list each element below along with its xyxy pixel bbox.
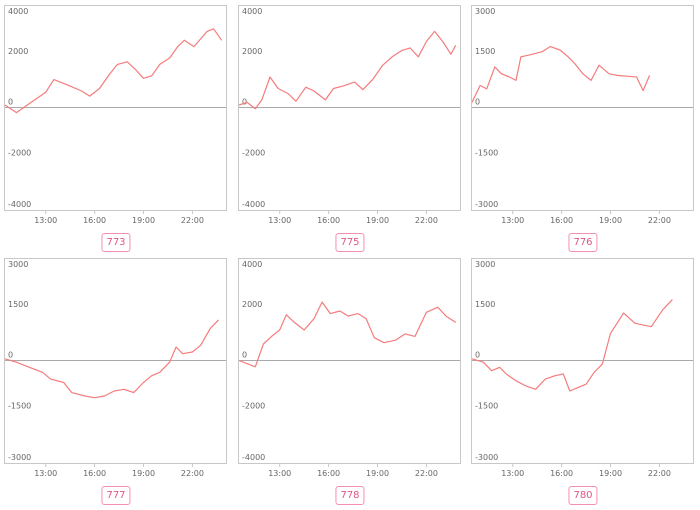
x-tick-label: 19:00 <box>599 469 622 478</box>
x-tick-label: 16:00 <box>550 216 573 225</box>
x-tick-label: 13:00 <box>34 469 57 478</box>
x-tick-label: 19:00 <box>132 216 155 225</box>
chart-id-badge[interactable]: 773 <box>101 233 130 252</box>
x-tick-label: 22:00 <box>181 469 204 478</box>
x-tick-label: 19:00 <box>132 469 155 478</box>
y-tick-label: 3000 <box>8 260 28 269</box>
x-tick-label: 22:00 <box>415 216 438 225</box>
y-tick-label: -3000 <box>475 453 498 462</box>
y-tick-label: 0 <box>8 98 13 107</box>
y-tick-label: 0 <box>8 351 13 360</box>
x-tick-label: 13:00 <box>268 216 291 225</box>
y-tick-label: 0 <box>242 98 247 107</box>
chart-id-badge[interactable]: 775 <box>335 233 364 252</box>
chart-id-badge[interactable]: 780 <box>568 486 597 505</box>
x-tick-label: 22:00 <box>181 216 204 225</box>
y-tick-label: -4000 <box>8 200 31 209</box>
y-tick-label: -3000 <box>8 453 31 462</box>
x-tick-label: 22:00 <box>648 469 671 478</box>
y-tick-label: -3000 <box>475 200 498 209</box>
y-tick-label: 2000 <box>8 47 28 56</box>
y-tick-label: 2000 <box>242 300 262 309</box>
y-tick-label: 0 <box>475 98 480 107</box>
x-tick-label: 19:00 <box>366 469 389 478</box>
chart-id-badge[interactable]: 776 <box>568 233 597 252</box>
x-tick-label: 16:00 <box>550 469 573 478</box>
x-tick-label: 22:00 <box>648 216 671 225</box>
x-tick-label: 16:00 <box>317 216 340 225</box>
y-tick-label: 0 <box>475 351 480 360</box>
y-tick-label: -1500 <box>8 401 31 410</box>
y-tick-label: 1500 <box>8 300 28 309</box>
x-tick-label: 16:00 <box>317 469 340 478</box>
x-tick-label: 16:00 <box>83 216 106 225</box>
x-tick-label: 13:00 <box>34 216 57 225</box>
x-tick-label: 19:00 <box>599 216 622 225</box>
x-tick-label: 13:00 <box>501 469 524 478</box>
y-tick-label: 3000 <box>475 7 495 16</box>
chart-id-badge[interactable]: 777 <box>101 486 130 505</box>
x-tick-label: 19:00 <box>366 216 389 225</box>
y-tick-label: 0 <box>242 351 247 360</box>
y-tick-label: 4000 <box>242 260 262 269</box>
y-tick-label: -4000 <box>242 453 265 462</box>
x-tick-label: 13:00 <box>268 469 291 478</box>
chart-id-badge[interactable]: 778 <box>335 486 364 505</box>
y-tick-label: -2000 <box>242 148 265 157</box>
y-tick-label: -2000 <box>8 148 31 157</box>
y-tick-label: -1500 <box>475 401 498 410</box>
x-tick-label: 16:00 <box>83 469 106 478</box>
x-tick-label: 13:00 <box>501 216 524 225</box>
y-tick-label: 3000 <box>475 260 495 269</box>
y-tick-label: -4000 <box>242 200 265 209</box>
y-tick-label: 4000 <box>8 7 28 16</box>
y-tick-label: -2000 <box>242 401 265 410</box>
y-tick-label: 1500 <box>475 47 495 56</box>
y-tick-label: 2000 <box>242 47 262 56</box>
y-tick-label: 1500 <box>475 300 495 309</box>
y-tick-label: 4000 <box>242 7 262 16</box>
x-tick-label: 22:00 <box>415 469 438 478</box>
y-tick-label: -1500 <box>475 148 498 157</box>
